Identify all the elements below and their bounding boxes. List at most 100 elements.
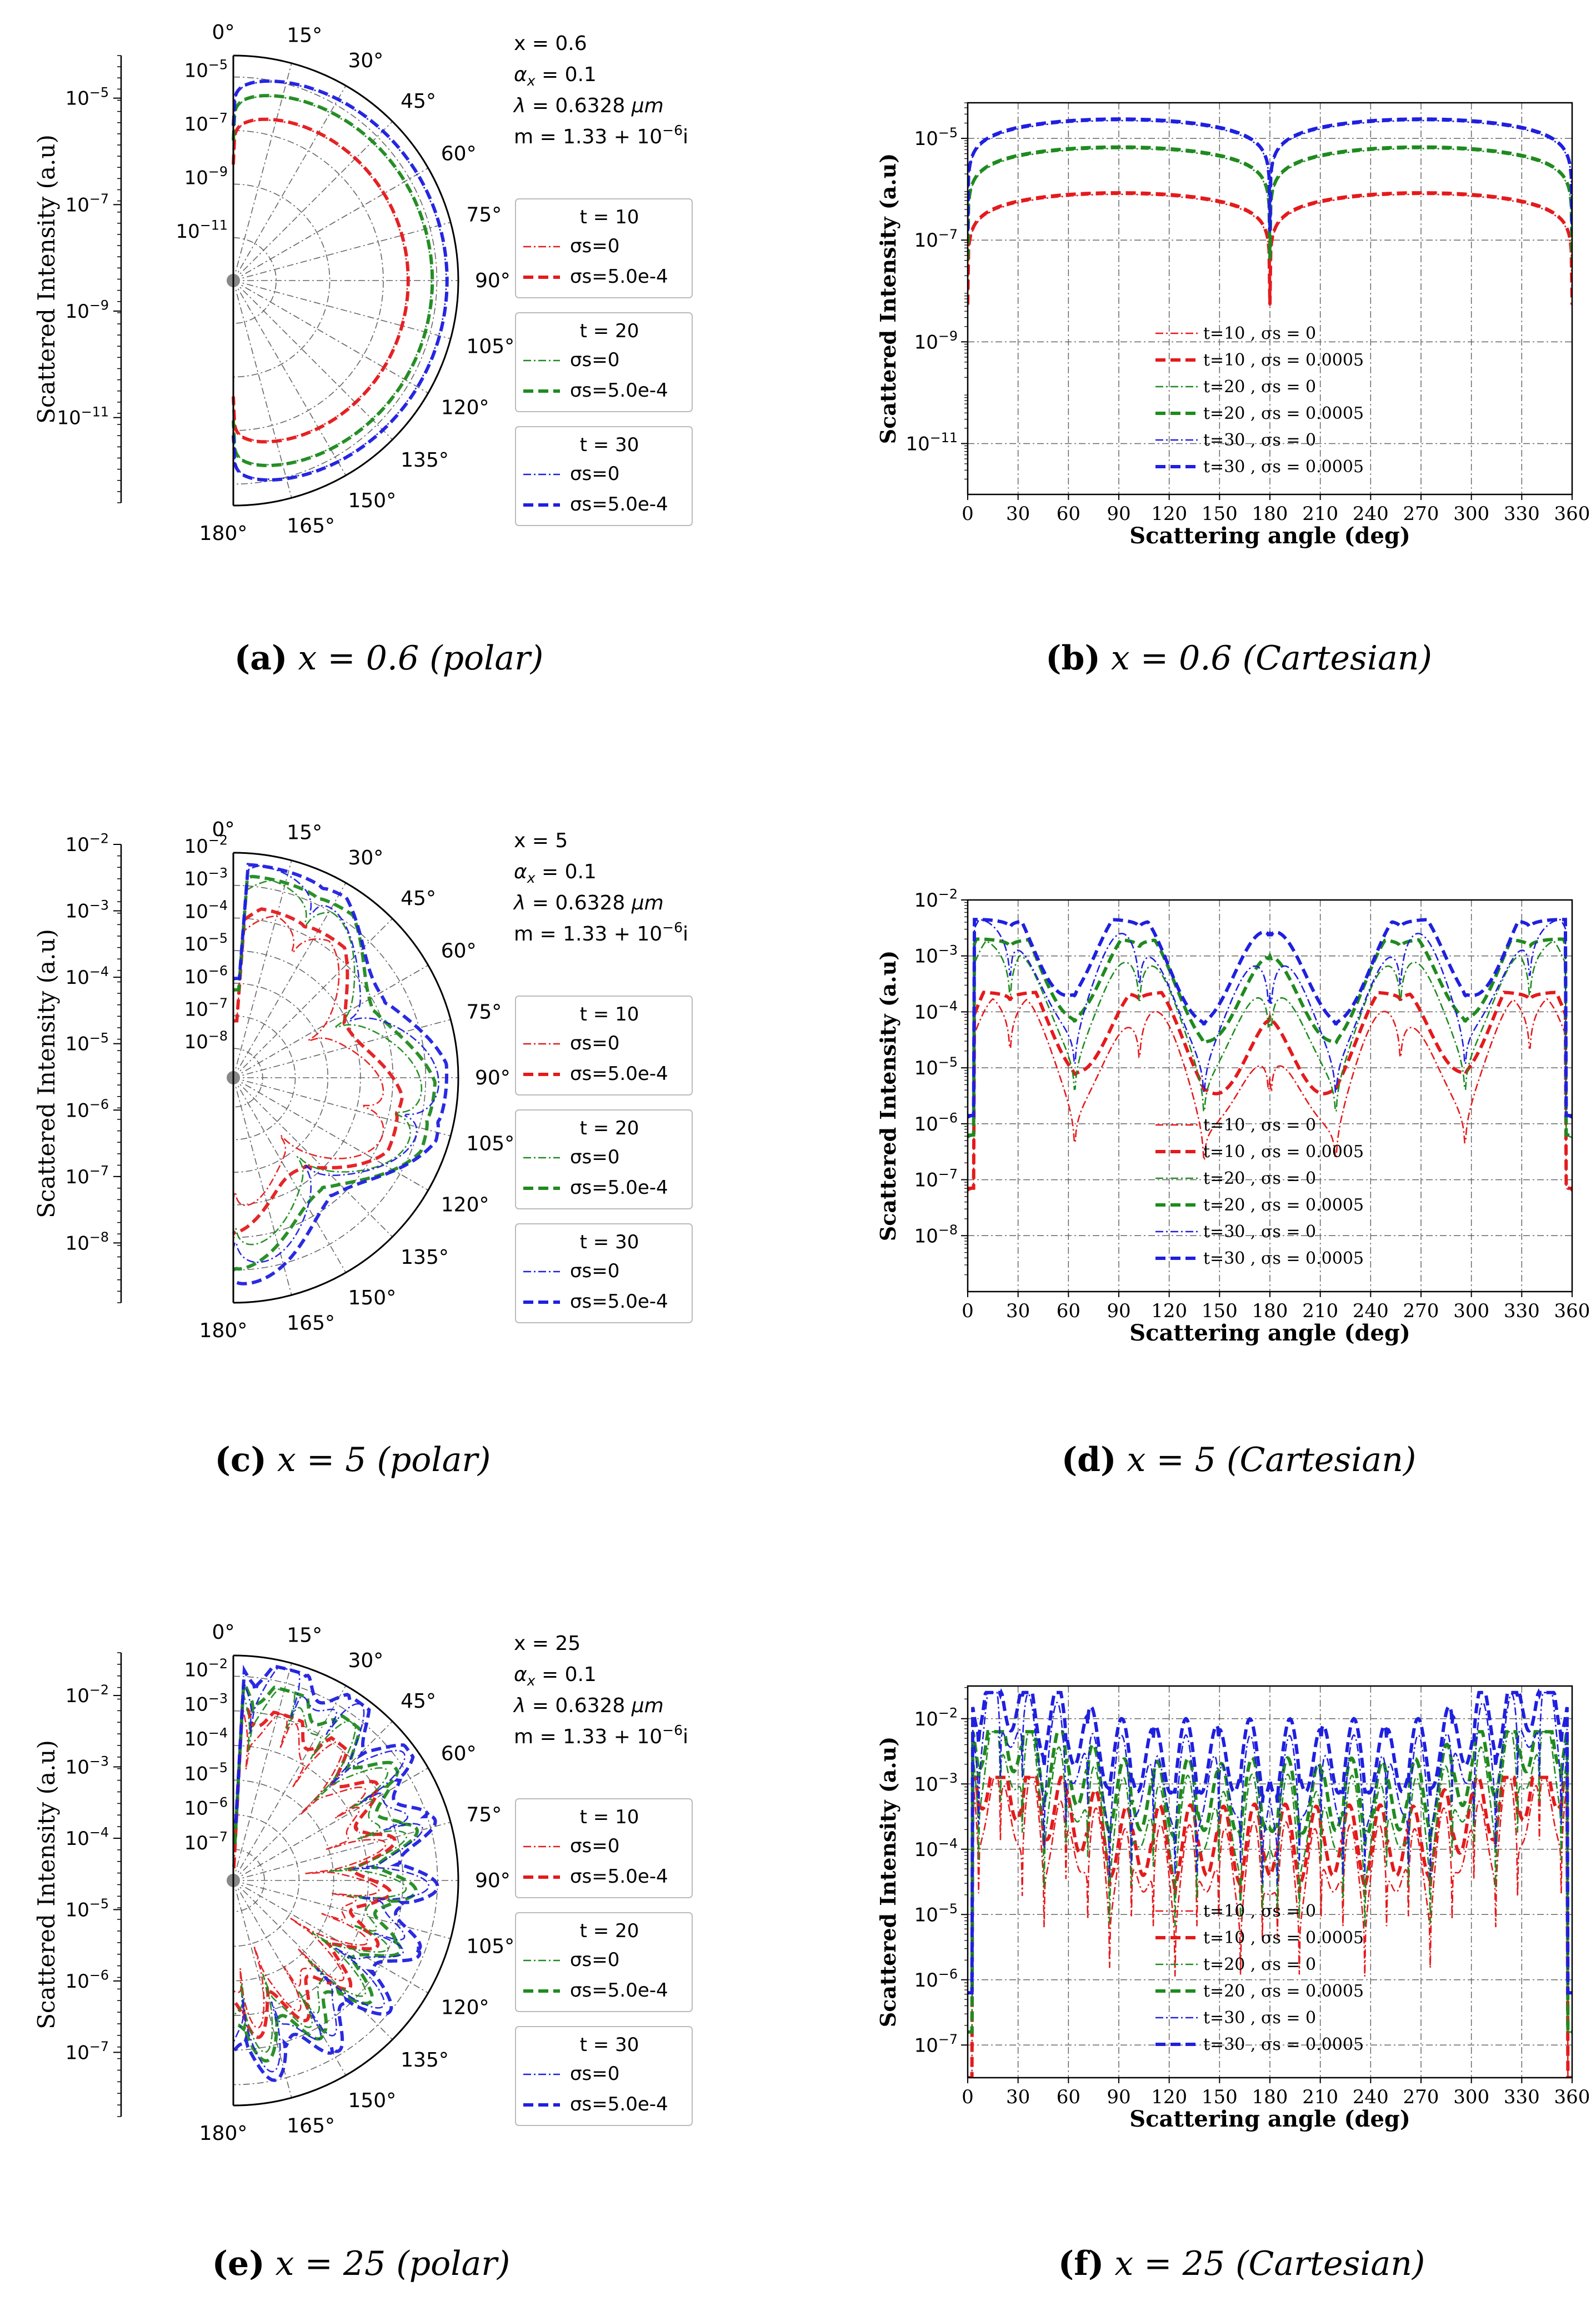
legend-title: t = 20 <box>580 1117 639 1139</box>
series-line-t30-sigma-0.0005 <box>968 1688 1572 1995</box>
radial-tick-label: 10−5 <box>184 1760 228 1785</box>
caption-e: (e) x = 25 (polar) <box>212 2244 511 2283</box>
angular-grid-spoke <box>233 882 347 1078</box>
left-axis-tick-label: 10−3 <box>66 897 109 922</box>
x-tick-label: 270 <box>1403 503 1439 525</box>
angular-grid-spoke <box>233 964 429 1078</box>
legend-label: σs=0 <box>570 1032 619 1054</box>
y-tick-label: 10−5 <box>914 1054 958 1079</box>
radial-tick-label: 10−3 <box>184 1690 228 1715</box>
angle-tick-label: 165° <box>287 2114 335 2137</box>
left-axis-tick-label: 10−5 <box>66 1896 109 1921</box>
y-tick-label: 10−4 <box>914 1835 958 1860</box>
series-line-t20-sigma-0.0005 <box>968 145 1572 259</box>
angular-grid-spoke <box>233 280 451 339</box>
radial-tick-label: 10−2 <box>184 1656 228 1681</box>
x-tick-label: 180 <box>1252 1300 1288 1322</box>
x-axis-label: Scattering angle (deg) <box>1129 1320 1410 1346</box>
legend-label: t=10 , σs = 0.0005 <box>1203 351 1364 370</box>
angular-grid-spoke <box>233 280 429 394</box>
series-line-t20-sigma-5e-4 <box>232 1679 419 2063</box>
angular-grid-spoke <box>233 1685 347 1881</box>
x-tick-label: 180 <box>1252 2086 1288 2108</box>
polar-frame-arc <box>233 852 459 1304</box>
angle-tick-label: 105° <box>466 1132 514 1155</box>
angular-grid-spoke <box>233 1077 451 1137</box>
y-tick-label: 10−4 <box>914 998 958 1023</box>
series-line-t30-sigma-0.0005 <box>968 918 1572 1118</box>
x-tick-label: 330 <box>1504 2086 1540 2108</box>
angle-tick-label: 105° <box>466 335 514 358</box>
series-line-t20-sigma-0 <box>968 1731 1572 2033</box>
legend-label: t=10 , σs = 0.0005 <box>1203 1928 1364 1948</box>
angle-tick-label: 120° <box>441 397 489 419</box>
angle-tick-label: 45° <box>401 90 436 113</box>
param-refractive-index: m = 1.33 + 10−6i <box>514 122 688 148</box>
series-line-t10-sigma-0.0005 <box>968 1775 1572 2078</box>
legend-label: σs=0 <box>570 349 619 371</box>
series-line-t10-sigma-5e-4 <box>232 117 410 444</box>
radial-tick-label: 10−3 <box>184 865 228 890</box>
param-wavelength: λ = 0.6328 μm <box>513 1694 664 1717</box>
legend-label: σs=0 <box>570 235 619 257</box>
angular-grid-spoke <box>233 1077 292 1295</box>
caption-d: (d) x = 5 (Cartesian) <box>1062 1440 1417 1479</box>
x-tick-label: 360 <box>1554 503 1590 525</box>
series-line-t30-sigma-0 <box>232 865 440 1263</box>
series-line-t20-sigma-0 <box>232 1688 408 2053</box>
left-axis-tick-label: 10−2 <box>66 831 109 856</box>
series-group <box>968 1688 1572 2078</box>
radial-tick-label: 10−7 <box>184 111 228 136</box>
legend-label: σs=0 <box>570 1146 619 1168</box>
series-line-t30-sigma-0 <box>968 919 1572 1119</box>
legend-label: t=20 , σs = 0 <box>1203 1169 1316 1188</box>
legend-title: t = 30 <box>580 2034 639 2056</box>
legend-label: σs=0 <box>570 463 619 485</box>
x-tick-label: 0 <box>962 2086 974 2108</box>
left-axis-tick-label: 10−2 <box>66 1682 109 1707</box>
angle-tick-label: 0° <box>212 1621 235 1644</box>
radial-tick-label: 10−4 <box>184 898 228 923</box>
series-group <box>968 918 1572 1192</box>
angle-tick-label: 180° <box>199 1319 248 1342</box>
angle-tick-label: 45° <box>401 1690 436 1713</box>
angular-grid-spoke <box>233 1822 451 1881</box>
radial-tick-label: 10−11 <box>176 218 228 243</box>
legend-box <box>515 2026 693 2126</box>
y-axis-label: Scattered Intensity (a.u) <box>875 1737 900 2027</box>
radial-tick-label: 10−7 <box>184 1829 228 1854</box>
y-tick-label: 10−7 <box>914 1166 958 1191</box>
radial-grid-ring <box>233 183 331 378</box>
legend-label: σs=0 <box>570 1835 619 1857</box>
legend-label: t=10 , σs = 0 <box>1203 324 1316 343</box>
radial-grid-ring <box>233 1849 265 1912</box>
series-line-t20-sigma-0 <box>232 879 423 1245</box>
legend-label: σs=0 <box>570 1260 619 1282</box>
legend-label: t=30 , σs = 0.0005 <box>1203 1249 1364 1268</box>
angular-grid-spoke <box>233 1077 429 1191</box>
x-tick-label: 30 <box>1006 1300 1030 1322</box>
angle-tick-label: 90° <box>475 269 511 292</box>
legend-label: σs=5.0e-4 <box>570 1865 668 1888</box>
x-tick-label: 30 <box>1006 503 1030 525</box>
x-tick-label: 300 <box>1453 1300 1489 1322</box>
angle-tick-label: 105° <box>466 1935 514 1958</box>
y-tick-label: 10−7 <box>914 227 958 252</box>
legend-label: t=30 , σs = 0 <box>1203 1222 1316 1242</box>
legend-label: t=10 , σs = 0 <box>1203 1902 1316 1921</box>
x-tick-label: 90 <box>1107 1300 1130 1322</box>
radial-tick-label: 10−6 <box>184 1794 228 1819</box>
x-tick-label: 360 <box>1554 2086 1590 2108</box>
series-line-t10-sigma-0 <box>232 915 384 1207</box>
angular-grid-spoke <box>233 1880 292 2098</box>
series-line-t30-sigma-5e-4 <box>232 863 448 1285</box>
series-line-t30-sigma-0 <box>232 1666 430 2073</box>
angle-tick-label: 60° <box>441 940 477 963</box>
series-line-t20-sigma-0 <box>968 940 1572 1139</box>
legend-label: σs=0 <box>570 1949 619 1971</box>
legend-box <box>515 1109 693 1209</box>
left-axis-tick-label: 10−5 <box>66 1030 109 1055</box>
